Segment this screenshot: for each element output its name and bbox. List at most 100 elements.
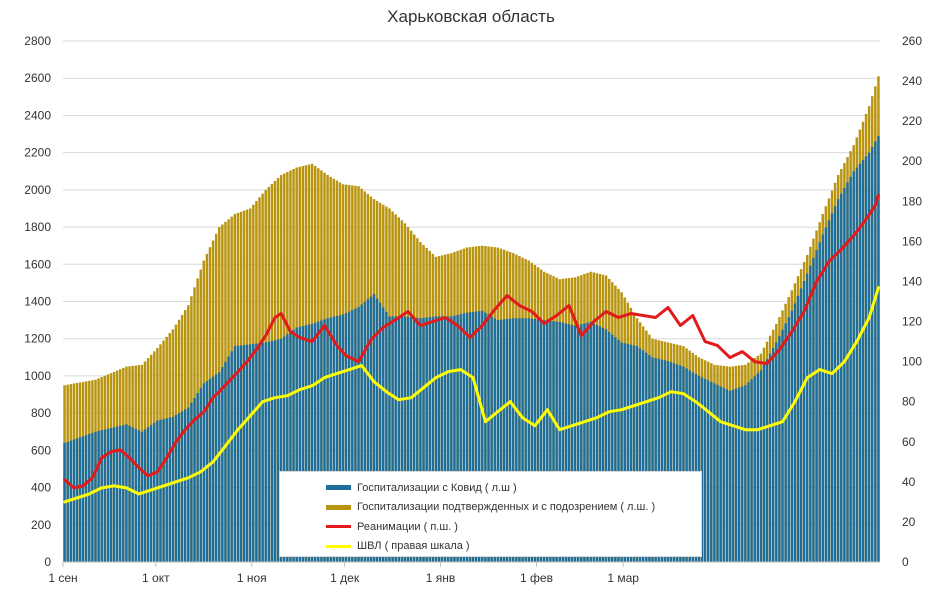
bar-covid <box>94 431 97 562</box>
bar-covid <box>428 317 431 562</box>
bar-covid <box>162 419 165 562</box>
bar-covid <box>558 321 561 562</box>
bar-covid <box>202 383 206 562</box>
bar-covid <box>270 340 274 562</box>
legend-swatch-icu <box>326 525 351 529</box>
x-axis-tick-label: 1 фев <box>520 571 553 585</box>
bar-covid <box>725 389 729 562</box>
bar-covid <box>762 364 766 562</box>
bar-covid <box>468 312 472 562</box>
bar-covid <box>146 427 150 562</box>
bar-covid <box>115 426 119 562</box>
bar-covid <box>456 314 459 562</box>
bar-covid <box>611 334 614 562</box>
bar-covid <box>366 299 370 562</box>
bar-covid <box>168 417 172 562</box>
bar-covid <box>561 322 565 562</box>
bar-covid <box>112 427 116 562</box>
bar-covid <box>518 318 521 562</box>
bar-covid <box>310 323 314 562</box>
bar-covid <box>672 363 676 562</box>
bar-covid <box>524 318 527 562</box>
bar-covid <box>598 326 602 562</box>
bar-covid <box>239 345 243 562</box>
bar-covid <box>425 317 428 562</box>
left-axis-tick-label: 1600 <box>24 257 51 271</box>
bar-covid <box>109 428 113 562</box>
bar-covid <box>440 316 444 562</box>
bar-covid <box>642 350 645 562</box>
bar-covid <box>697 375 701 562</box>
bar-covid <box>871 147 874 562</box>
x-axis-tick-label: 1 янв <box>426 571 456 585</box>
bar-covid <box>515 318 518 562</box>
bar-covid <box>199 388 202 562</box>
bar-covid <box>317 321 320 562</box>
right-axis-tick-label: 20 <box>902 515 916 529</box>
bar-covid <box>595 324 599 562</box>
bar-covid <box>72 439 76 562</box>
bar-covid <box>286 334 289 562</box>
bar-covid <box>824 227 828 562</box>
bar-covid <box>245 344 249 562</box>
bar-covid <box>833 206 837 562</box>
bar-covid <box>137 430 141 562</box>
bar-covid <box>344 313 348 562</box>
bar-covid <box>431 316 435 562</box>
bar-covid <box>753 376 756 562</box>
bar-covid <box>864 156 868 562</box>
bar-covid <box>351 310 354 562</box>
bar-covid <box>874 141 877 562</box>
bar-covid <box>867 152 871 562</box>
bar-covid <box>552 321 555 562</box>
bar-covid <box>267 341 271 562</box>
bar-covid <box>806 273 809 562</box>
bar-covid <box>394 316 397 562</box>
bar-covid <box>539 319 543 562</box>
bar-covid <box>505 318 509 562</box>
bar-covid <box>570 324 574 562</box>
bar-covid <box>88 433 91 562</box>
bar-covid <box>765 359 769 562</box>
bar-covid <box>750 379 753 562</box>
bar-covid <box>802 281 806 562</box>
bar-covid <box>710 381 713 562</box>
bar-covid <box>481 310 484 562</box>
left-axis-tick-label: 1200 <box>24 332 51 346</box>
bar-covid <box>648 355 651 562</box>
bar-covid <box>143 429 147 562</box>
bar-covid <box>877 135 880 562</box>
legend-item-confirmed-suspected: Госпитализации подтвержденных и с подозр… <box>280 498 701 518</box>
right-axis-tick-label: 0 <box>902 555 909 569</box>
bar-covid <box>747 382 750 562</box>
right-axis-tick-label: 140 <box>902 274 922 288</box>
bar-covid <box>465 312 469 562</box>
bar-covid <box>722 387 725 562</box>
bar-covid <box>443 316 447 562</box>
bar-covid <box>861 160 865 563</box>
bar-covid <box>784 323 787 562</box>
bar-covid <box>744 385 747 562</box>
bar-covid <box>654 358 657 562</box>
bar-covid <box>555 321 558 562</box>
bar-covid <box>416 317 419 562</box>
bar-covid <box>177 413 181 562</box>
bar-covid <box>97 431 100 562</box>
bar-covid <box>422 317 425 562</box>
legend-label-covid: Госпитализации с Ковид ( л.ш ) <box>357 481 517 494</box>
bar-covid <box>184 409 187 562</box>
right-axis-tick-label: 200 <box>902 154 922 168</box>
bar-covid <box>601 327 605 562</box>
bar-covid <box>357 307 360 562</box>
x-axis-tick-label: 1 окт <box>142 571 170 585</box>
bar-covid <box>487 314 490 562</box>
bar-covid <box>413 317 416 562</box>
bar-covid <box>623 343 626 562</box>
bar-covid <box>406 316 410 562</box>
bar-covid <box>635 346 639 562</box>
bar-covid <box>382 307 385 562</box>
bar-covid <box>787 317 790 562</box>
bar-covid <box>156 420 159 562</box>
bar-covid <box>660 359 664 562</box>
left-axis-tick-label: 1800 <box>24 220 51 234</box>
